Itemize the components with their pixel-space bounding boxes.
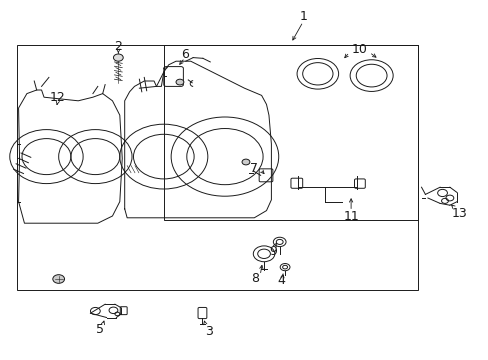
Circle shape xyxy=(176,79,183,85)
Text: 2: 2 xyxy=(114,40,122,53)
Text: 9: 9 xyxy=(268,245,276,258)
Text: 4: 4 xyxy=(277,274,285,287)
Text: 7: 7 xyxy=(250,162,258,175)
Text: 12: 12 xyxy=(50,91,65,104)
Circle shape xyxy=(53,275,64,283)
Text: 1: 1 xyxy=(299,10,306,23)
Bar xyxy=(17,45,417,290)
Text: 11: 11 xyxy=(343,210,358,222)
Text: 10: 10 xyxy=(351,43,366,56)
Text: 3: 3 xyxy=(205,325,213,338)
Text: 13: 13 xyxy=(451,207,467,220)
Text: 8: 8 xyxy=(251,273,259,285)
Circle shape xyxy=(113,54,123,61)
Text: 6: 6 xyxy=(181,48,188,60)
Bar xyxy=(163,45,417,220)
Text: 5: 5 xyxy=(96,323,104,336)
Circle shape xyxy=(242,159,249,165)
